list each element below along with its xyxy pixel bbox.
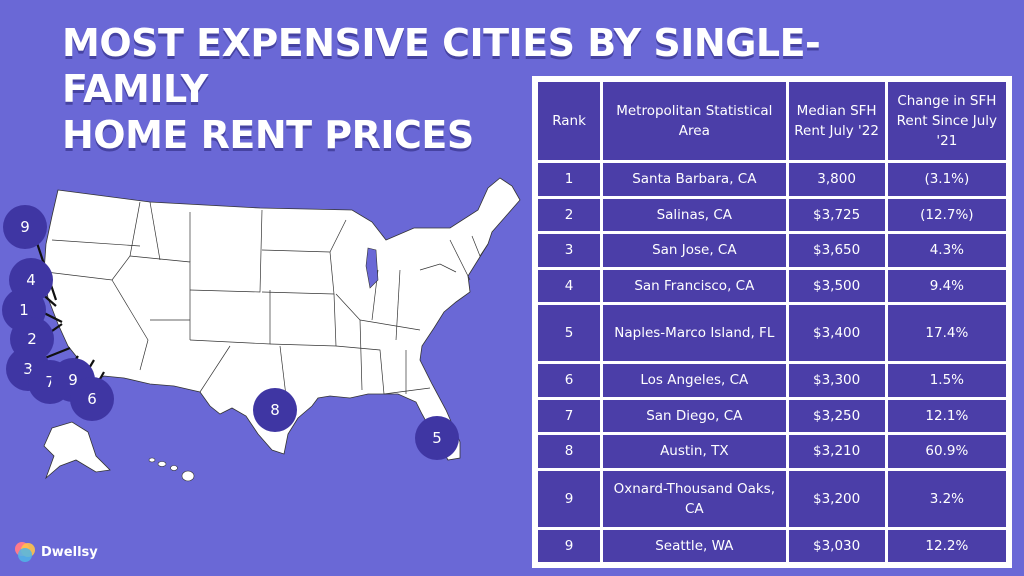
table-row: 3 San Jose, CA $3,650 4.3%: [538, 234, 1006, 267]
table-row: 7 San Diego, CA $3,250 12.1%: [538, 399, 1006, 432]
cell-rent: $3,210: [788, 435, 885, 468]
cell-change: 3.2%: [887, 470, 1006, 527]
table-row: 6 Los Angeles, CA $3,300 1.5%: [538, 364, 1006, 397]
state-borders: [45, 201, 489, 397]
cell-rank: 9: [538, 529, 601, 562]
cell-rank: 9: [538, 470, 601, 527]
marker-label: 8: [270, 401, 280, 419]
cell-rank: 5: [538, 305, 601, 361]
us-map: 9 4 1 2 3 7 9 6: [0, 160, 540, 500]
cell-rent: $3,725: [788, 198, 885, 231]
title-line-2: HOME RENT PRICES: [62, 113, 474, 157]
cell-rank: 8: [538, 435, 601, 468]
marker-label: 9: [20, 218, 30, 236]
page-title: MOST EXPENSIVE CITIES BY SINGLE-FAMILY H…: [62, 20, 962, 158]
great-lakes: [365, 247, 379, 289]
cell-change: 9.4%: [887, 269, 1006, 302]
us-mainland-shape: [43, 177, 521, 461]
table-row: 9 Seattle, WA $3,030 12.2%: [538, 529, 1006, 562]
header-rank: Rank: [538, 82, 601, 160]
rent-table: Rank Metropolitan Statistical Area Media…: [535, 79, 1009, 565]
hawaii-shape: [148, 457, 195, 482]
cell-change: (12.7%): [887, 198, 1006, 231]
cell-change: 1.5%: [887, 364, 1006, 397]
cell-area: San Jose, CA: [603, 234, 786, 267]
dwellsy-logo-icon: [15, 542, 35, 562]
cell-area: Los Angeles, CA: [603, 364, 786, 397]
cell-rent: $3,200: [788, 470, 885, 527]
cell-area: Seattle, WA: [603, 529, 786, 562]
marker-label: 7: [45, 373, 55, 391]
marker-label: 1: [19, 301, 29, 319]
marker-austin: 8: [253, 388, 297, 432]
table-row: 9 Oxnard-Thousand Oaks, CA $3,200 3.2%: [538, 470, 1006, 527]
cell-area: Naples-Marco Island, FL: [603, 305, 786, 361]
cell-change: 4.3%: [887, 234, 1006, 267]
table-row: 4 San Francisco, CA $3,500 9.4%: [538, 269, 1006, 302]
table-header-row: Rank Metropolitan Statistical Area Media…: [538, 82, 1006, 160]
cell-rank: 4: [538, 269, 601, 302]
rent-table-container: Rank Metropolitan Statistical Area Media…: [532, 76, 1012, 568]
brand-name: Dwellsy: [41, 544, 98, 560]
header-rent: Median SFH Rent July '22: [788, 82, 885, 160]
marker-label: 2: [27, 330, 37, 348]
alaska-shape: [43, 421, 111, 480]
marker-seattle: 9: [3, 205, 47, 249]
cell-rent: $3,650: [788, 234, 885, 267]
marker-los-angeles: 6: [70, 377, 114, 421]
cell-rent: $3,300: [788, 364, 885, 397]
header-area: Metropolitan Statistical Area: [603, 82, 786, 160]
cell-rank: 3: [538, 234, 601, 267]
cell-rent: $3,030: [788, 529, 885, 562]
cell-area: Salinas, CA: [603, 198, 786, 231]
cell-rank: 1: [538, 163, 601, 196]
cell-rent: 3,800: [788, 163, 885, 196]
cell-rank: 7: [538, 399, 601, 432]
cell-area: Oxnard-Thousand Oaks, CA: [603, 470, 786, 527]
table-row: 5 Naples-Marco Island, FL $3,400 17.4%: [538, 305, 1006, 361]
marker-label: 5: [432, 429, 442, 447]
title-line-1: MOST EXPENSIVE CITIES BY SINGLE-FAMILY: [62, 21, 821, 111]
cell-change: 60.9%: [887, 435, 1006, 468]
cell-change: 12.2%: [887, 529, 1006, 562]
cell-rent: $3,400: [788, 305, 885, 361]
cell-rank: 6: [538, 364, 601, 397]
table-row: 1 Santa Barbara, CA 3,800 (3.1%): [538, 163, 1006, 196]
table-row: 8 Austin, TX $3,210 60.9%: [538, 435, 1006, 468]
cell-rent: $3,500: [788, 269, 885, 302]
marker-label: 9: [68, 371, 78, 389]
cell-change: 12.1%: [887, 399, 1006, 432]
cell-change: 17.4%: [887, 305, 1006, 361]
header-change: Change in SFH Rent Since July '21: [887, 82, 1006, 160]
table-row: 2 Salinas, CA $3,725 (12.7%): [538, 198, 1006, 231]
cell-area: San Diego, CA: [603, 399, 786, 432]
cell-rank: 2: [538, 198, 601, 231]
cell-area: San Francisco, CA: [603, 269, 786, 302]
marker-label: 3: [23, 360, 33, 378]
cell-change: (3.1%): [887, 163, 1006, 196]
marker-label: 4: [26, 271, 36, 289]
cell-area: Austin, TX: [603, 435, 786, 468]
marker-naples: 5: [415, 416, 459, 460]
cell-area: Santa Barbara, CA: [603, 163, 786, 196]
marker-label: 6: [87, 390, 97, 408]
brand-logo: Dwellsy: [14, 541, 98, 563]
us-map-svg: 9 4 1 2 3 7 9 6: [2, 177, 521, 482]
cell-rent: $3,250: [788, 399, 885, 432]
